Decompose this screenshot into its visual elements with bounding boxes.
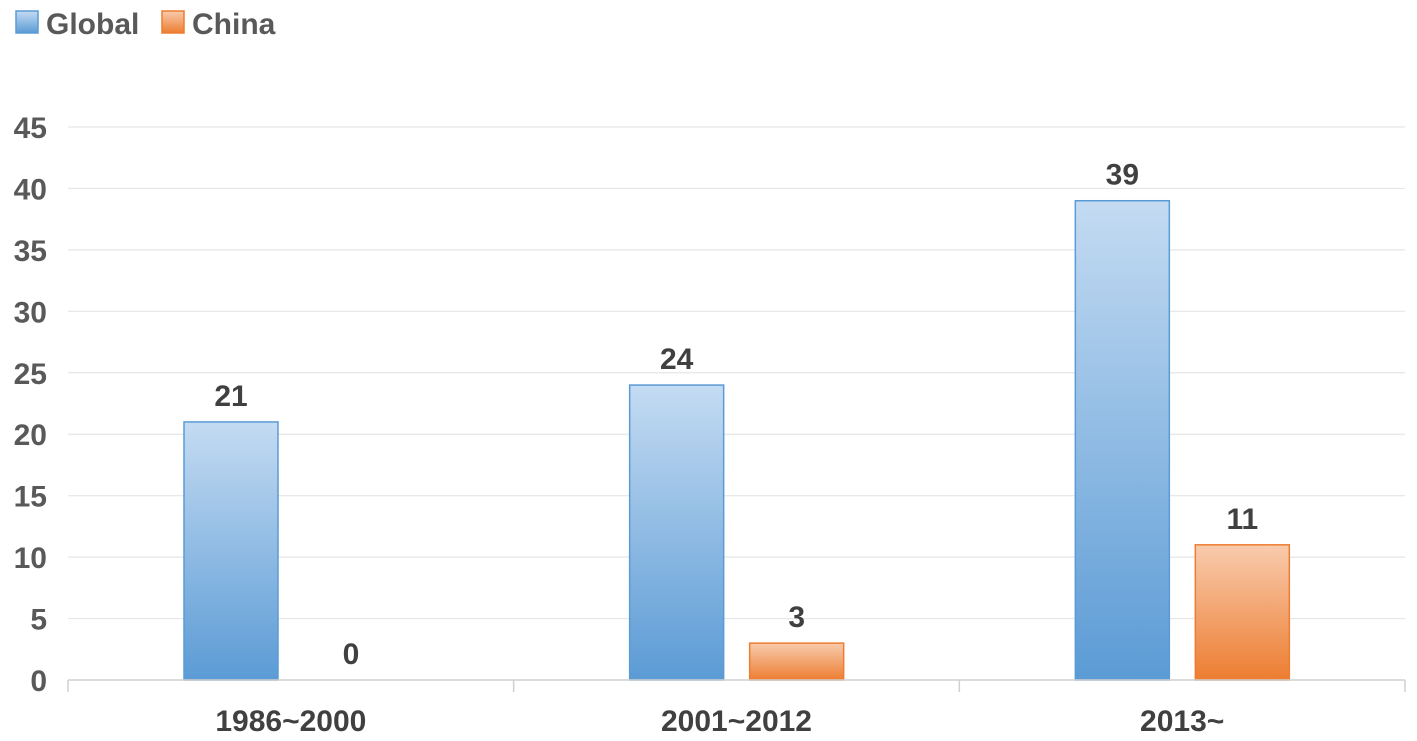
legend-label-china: China xyxy=(192,8,276,41)
y-tick-label: 20 xyxy=(14,419,47,452)
bar-global-0 xyxy=(183,421,279,681)
y-tick-label: 35 xyxy=(14,235,47,268)
y-tick-label: 40 xyxy=(14,173,47,206)
bar-global-2 xyxy=(1074,199,1171,681)
data-label-china-1: 3 xyxy=(788,601,805,634)
bars xyxy=(183,199,1291,681)
x-category-label: 1986~2000 xyxy=(215,705,366,738)
legend-swatch-global xyxy=(15,10,39,34)
x-category-label: 2001~2012 xyxy=(661,705,812,738)
data-label-global-1: 24 xyxy=(660,343,694,376)
y-tick-label: 25 xyxy=(14,358,47,391)
y-tick-label: 30 xyxy=(14,296,47,329)
bar-china-2 xyxy=(1194,544,1291,681)
y-tick-label: 10 xyxy=(14,542,47,575)
y-tick-label: 15 xyxy=(14,481,47,514)
gridlines xyxy=(68,126,1405,620)
legend: Global China xyxy=(15,8,276,41)
x-axis-category-labels: 1986~2000 2001~2012 2013~ xyxy=(215,705,1224,738)
data-label-china-0: 0 xyxy=(343,638,360,671)
bar-china-1 xyxy=(748,642,845,681)
y-tick-label: 0 xyxy=(30,665,47,698)
y-tick-label: 45 xyxy=(14,112,47,145)
x-category-label: 2013~ xyxy=(1140,705,1224,738)
data-label-global-2: 39 xyxy=(1106,159,1139,192)
data-label-global-0: 21 xyxy=(214,380,247,413)
legend-label-global: Global xyxy=(46,8,139,41)
legend-swatch-china xyxy=(161,10,185,34)
data-label-china-2: 11 xyxy=(1226,503,1258,536)
y-axis-tick-labels: 0 5 10 15 20 25 30 35 40 45 xyxy=(14,112,47,698)
data-labels: 21 0 24 3 39 11 xyxy=(214,159,1258,671)
x-axis xyxy=(67,679,1406,692)
bar-global-1 xyxy=(628,384,725,681)
y-tick-label: 5 xyxy=(30,604,47,637)
